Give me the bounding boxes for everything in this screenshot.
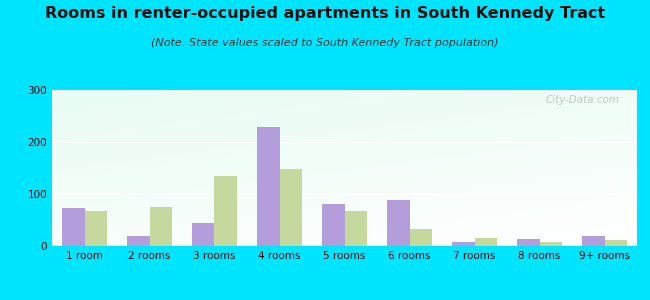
Bar (280, 169, 302, 246)
Bar (257, 128, 280, 246)
Bar (474, 238, 497, 246)
Bar (452, 242, 474, 246)
Bar (62, 208, 84, 246)
Bar (344, 211, 367, 246)
Bar (84, 211, 107, 246)
Text: Rooms in renter-occupied apartments in South Kennedy Tract: Rooms in renter-occupied apartments in S… (45, 6, 605, 21)
Bar (322, 204, 344, 246)
Text: City-Data.com: City-Data.com (545, 95, 619, 105)
Text: (Note: State values scaled to South Kennedy Tract population): (Note: State values scaled to South Kenn… (151, 38, 499, 47)
Bar (127, 236, 150, 246)
Bar (410, 229, 432, 246)
Bar (517, 239, 540, 246)
Bar (192, 223, 215, 246)
Bar (582, 236, 604, 246)
Legend: South Kennedy Tract, Oakland: South Kennedy Tract, Oakland (225, 296, 464, 300)
Bar (387, 200, 410, 246)
Bar (150, 207, 172, 246)
Bar (604, 240, 627, 246)
Bar (214, 176, 237, 246)
Bar (540, 242, 562, 246)
